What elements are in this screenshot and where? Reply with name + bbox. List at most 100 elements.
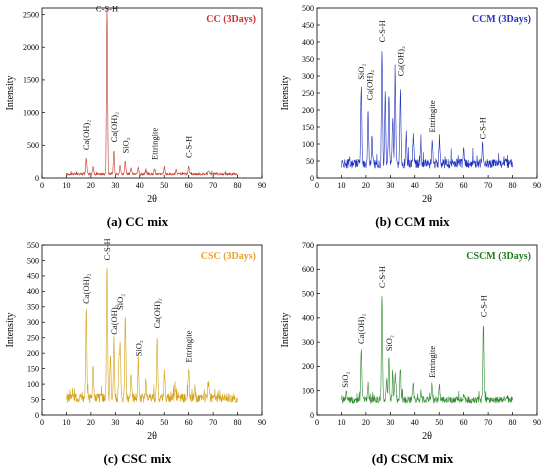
- x-tick-label: 50: [435, 181, 443, 190]
- x-axis-label: 2θ: [147, 194, 157, 205]
- peak-annotation: C-S-H: [102, 238, 112, 260]
- y-tick-label: 100: [27, 380, 39, 389]
- peak-annotation: SiO₂: [340, 371, 350, 387]
- y-tick-label: 200: [302, 106, 314, 115]
- x-tick-label: 20: [362, 181, 370, 190]
- y-tick-label: 700: [302, 241, 314, 250]
- y-axis-label: Intensity: [5, 313, 16, 348]
- x-tick-label: 30: [111, 418, 119, 427]
- y-tick-label: 500: [302, 289, 314, 298]
- x-tick-label: 0: [315, 418, 319, 427]
- x-tick-label: 80: [234, 418, 242, 427]
- peak-annotation: Ca(OH)₂: [152, 298, 162, 328]
- peak-annotation: Ca(OH)₂: [81, 120, 91, 150]
- panel-caption-d: (d) CSCM mix: [371, 451, 454, 466]
- y-tick-label: 2000: [23, 43, 39, 52]
- panel-caption-c: (c) CSC mix: [103, 451, 172, 466]
- x-tick-label: 90: [258, 418, 266, 427]
- y-tick-label: 450: [302, 21, 314, 30]
- x-tick-label: 40: [411, 418, 419, 427]
- x-tick-label: 80: [234, 181, 242, 190]
- peak-annotation: SiO₂: [120, 137, 130, 153]
- peak-annotation: Ettringite: [184, 330, 194, 362]
- xrd-series-line: [341, 296, 513, 405]
- plot-frame: [41, 244, 263, 416]
- peak-annotation: C-S-H: [377, 266, 387, 288]
- legend-title: CC (3Days): [206, 14, 256, 25]
- peak-annotation: SiO₂: [384, 335, 394, 351]
- xrd-panel-cscm: 0 10 20 30 40 50 60 70 80 90 0 100 200 300 400 500 600 70…: [275, 237, 550, 474]
- x-tick-label: 30: [386, 418, 394, 427]
- x-tick-label: 50: [435, 418, 443, 427]
- x-tick-label: 80: [509, 418, 517, 427]
- y-axis-label: Intensity: [280, 313, 291, 348]
- y-tick-label: 600: [302, 265, 314, 274]
- peak-annotation: C-S-H: [478, 117, 488, 139]
- peak-annotation: Ettringite: [427, 346, 437, 378]
- x-tick-label: 40: [136, 418, 144, 427]
- x-tick-label: 80: [509, 181, 517, 190]
- legend-title: CCM (3Days): [472, 14, 531, 25]
- y-tick-label: 400: [302, 38, 314, 47]
- xrd-chart-cc: 0 10 20 30 40 50 60 70 80 90 0 500 1000 1500 2000 2500 2…: [5, 4, 266, 205]
- x-tick-label: 60: [460, 181, 468, 190]
- x-tick-label: 20: [87, 418, 95, 427]
- y-tick-label: 200: [302, 362, 314, 371]
- x-tick-label: 20: [87, 181, 95, 190]
- x-tick-label: 20: [362, 418, 370, 427]
- x-tick-label: 0: [315, 181, 319, 190]
- plot-frame: [316, 7, 538, 179]
- y-tick-label: 450: [27, 272, 39, 281]
- x-tick-label: 60: [185, 181, 193, 190]
- y-tick-label: 0: [35, 411, 39, 420]
- x-tick-label: 70: [209, 418, 217, 427]
- x-axis-label: 2θ: [147, 431, 157, 442]
- x-axis-label: 2θ: [422, 431, 432, 442]
- y-tick-label: 500: [27, 141, 39, 150]
- xrd-chart-ccm: 0 10 20 30 40 50 60 70 80 90 0 50 100 150 200 250 300 350…: [280, 4, 541, 205]
- peak-annotation: C-S-H: [96, 4, 118, 14]
- y-tick-label: 200: [27, 349, 39, 358]
- x-tick-label: 0: [40, 181, 44, 190]
- y-tick-label: 350: [302, 55, 314, 64]
- xrd-series-line: [66, 9, 238, 177]
- y-tick-label: 1500: [23, 76, 39, 85]
- x-tick-label: 90: [258, 181, 266, 190]
- plot-frame: [316, 244, 538, 416]
- legend-title: CSC (3Days): [201, 251, 256, 262]
- panel-caption-a: (a) CC mix: [106, 214, 169, 229]
- y-tick-label: 150: [302, 123, 314, 132]
- plot-frame: [41, 7, 263, 179]
- y-tick-label: 100: [302, 387, 314, 396]
- y-tick-label: 400: [302, 314, 314, 323]
- xrd-chart-csc: 0 10 20 30 40 50 60 70 80 90 0 50 100 150 200 250 300 350…: [5, 238, 266, 442]
- y-tick-label: 300: [302, 338, 314, 347]
- y-tick-label: 300: [302, 72, 314, 81]
- x-tick-label: 60: [460, 418, 468, 427]
- legend-title: CSCM (3Days): [466, 251, 531, 262]
- x-tick-label: 40: [136, 181, 144, 190]
- x-tick-label: 50: [160, 418, 168, 427]
- x-tick-label: 70: [209, 181, 217, 190]
- x-tick-label: 30: [111, 181, 119, 190]
- y-tick-label: 50: [31, 395, 39, 404]
- x-tick-label: 50: [160, 181, 168, 190]
- x-tick-label: 40: [411, 181, 419, 190]
- y-tick-label: 250: [302, 89, 314, 98]
- peak-annotation: Ca(OH)₂: [81, 273, 91, 303]
- y-tick-label: 1000: [23, 108, 39, 117]
- y-tick-label: 0: [310, 174, 314, 183]
- x-tick-label: 30: [386, 181, 394, 190]
- peak-annotation: SiO₂: [115, 294, 125, 310]
- y-tick-label: 400: [27, 287, 39, 296]
- xrd-series-line: [66, 267, 238, 404]
- peak-annotation: Ca(OH)₂: [109, 112, 119, 142]
- y-tick-label: 300: [27, 318, 39, 327]
- y-tick-label: 0: [310, 411, 314, 420]
- x-tick-label: 10: [62, 181, 70, 190]
- peak-annotation: Ca(OH)₂: [356, 314, 366, 344]
- y-tick-label: 550: [27, 241, 39, 250]
- y-tick-label: 150: [27, 364, 39, 373]
- peak-annotation: C-S-H: [478, 295, 488, 317]
- x-tick-label: 10: [62, 418, 70, 427]
